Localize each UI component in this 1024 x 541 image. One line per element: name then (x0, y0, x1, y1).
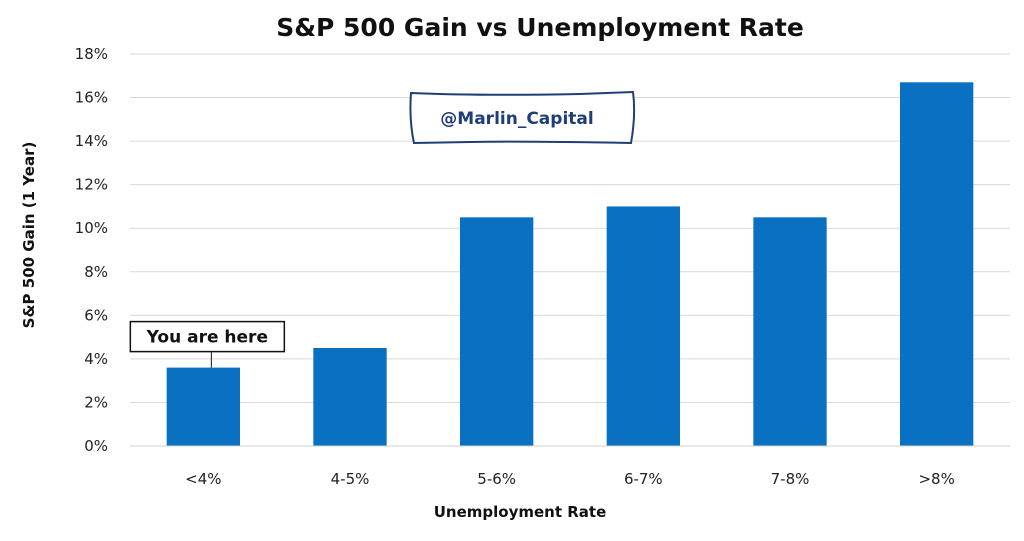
you-are-here-callout: You are here (129, 320, 286, 368)
chart-title: S&P 500 Gain vs Unemployment Rate (276, 13, 804, 42)
callout-text: You are here (146, 328, 268, 348)
watermark: @Marlin_Capital (409, 90, 636, 145)
x-tick-labels: <4% 4-5% 5-6% 6-7% 7-8% >8% (185, 470, 955, 488)
x-tick-label: >8% (918, 470, 954, 488)
y-tick-labels: 0% 2% 4% 6% 8% 10% 12% 14% 16% 18% (75, 45, 108, 455)
y-tick-label: 16% (75, 89, 108, 107)
x-tick-label: 5-6% (477, 470, 516, 488)
watermark-box (409, 90, 636, 145)
y-tick-label: 12% (75, 176, 108, 194)
y-tick-label: 0% (84, 437, 108, 455)
x-tick-label: 4-5% (331, 470, 370, 488)
y-tick-label: 8% (84, 263, 108, 281)
x-tick-label: 7-8% (771, 470, 810, 488)
bar (166, 367, 240, 446)
bar (606, 206, 680, 446)
bar (900, 82, 974, 447)
y-axis-label: S&P 500 Gain (1 Year) (20, 142, 38, 329)
y-tick-label: 2% (84, 393, 108, 411)
bar (460, 217, 534, 446)
x-tick-label: <4% (185, 470, 221, 488)
y-tick-label: 4% (84, 350, 108, 368)
callout-box (129, 320, 286, 353)
y-tick-label: 18% (75, 45, 108, 63)
bars (166, 82, 974, 447)
y-tick-label: 14% (75, 132, 108, 150)
bar (753, 217, 827, 446)
y-tick-label: 10% (75, 219, 108, 237)
x-tick-label: 6-7% (624, 470, 663, 488)
watermark-text: @Marlin_Capital (440, 109, 593, 129)
gridlines (130, 53, 1010, 403)
y-tick-label: 6% (84, 306, 108, 324)
bar (313, 348, 387, 446)
x-axis-label: Unemployment Rate (434, 503, 607, 521)
